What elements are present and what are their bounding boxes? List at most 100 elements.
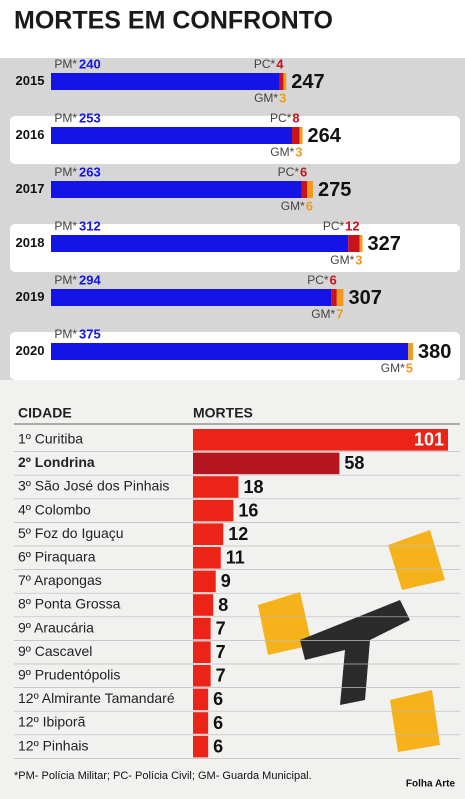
value-label: 240 [79,56,101,71]
bar [193,641,211,663]
bar [193,452,340,475]
category-label: 9º Araucária [18,619,94,635]
category-label: 7º Arapongas [18,572,102,588]
bar-segment [299,127,303,144]
bar-segment [51,289,332,306]
series-label: PM* [54,57,77,71]
category-label: 2016 [16,127,45,142]
series-label: PM* [54,165,77,179]
chart-title: MORTES EM CONFRONTO [14,7,333,35]
source: Folha Arte [406,779,456,790]
bar-segment [307,181,313,198]
value-label: 18 [243,477,263,497]
value-label: 375 [79,326,101,341]
category-label: 12º Pinhais [18,737,89,753]
bar [193,523,224,545]
series-label: PM* [54,273,77,287]
value-label: 12 [228,524,248,544]
value-label: 6 [300,164,307,179]
category-label: 2017 [16,181,45,196]
value-label: 7 [216,642,226,662]
value-label: 4 [276,56,284,71]
bar-segment [51,343,409,360]
value-label: 6 [306,198,313,213]
series-label: PC* [278,165,300,179]
value-label: 101 [414,430,444,450]
value-label: 16 [238,500,258,520]
series-label: GM* [270,145,294,159]
bar [193,547,221,569]
category-label: 2º Londrina [18,454,95,470]
category-label: 5º Foz do Iguaçu [18,525,124,541]
bar-segment [301,181,308,198]
series-label: PC* [254,57,276,71]
value-label: 6 [330,272,337,287]
value-label: 3 [295,144,302,159]
category-label: 2018 [16,235,45,250]
header-bg [0,0,465,58]
column-header: CIDADE [18,405,72,421]
series-label: GM* [254,91,278,105]
value-label: 8 [218,595,228,615]
bar [193,570,216,593]
category-label: 9º Prudentópolis [18,667,120,683]
bar-segment [359,235,363,252]
category-label: 6º Piraquara [18,549,96,565]
bar-segment [51,235,349,252]
bar [193,712,209,734]
series-label: GM* [330,253,354,267]
category-label: 8º Ponta Grossa [18,596,121,612]
category-label: 2020 [16,343,45,358]
value-label: 7 [216,618,226,638]
series-label: PM* [54,111,77,125]
value-label: 3 [279,90,286,105]
series-label: PM* [54,327,77,341]
total-label: 307 [348,287,381,309]
category-label: 2015 [16,73,45,88]
bar-segment [348,235,360,252]
value-label: 12 [345,218,359,233]
series-label: PC* [307,273,329,287]
bar [193,476,239,498]
value-label: 312 [79,218,101,233]
series-label: GM* [311,307,335,321]
column-header: MORTES [193,405,253,421]
total-label: 247 [291,71,324,93]
bar-segment [292,127,300,144]
category-label: 4º Colombo [18,501,91,517]
total-label: 264 [307,125,341,147]
value-label: 7 [216,666,226,686]
bar-segment [51,73,280,90]
value-label: 58 [344,453,364,473]
category-label: 3º São José dos Pinhais [18,478,169,494]
series-label: PC* [323,219,345,233]
series-label: GM* [381,361,405,375]
value-label: 6 [213,713,223,733]
category-label: 1º Curitiba [18,431,83,447]
bar-segment [283,73,287,90]
category-label: 12º Ibiporã [18,714,86,730]
value-label: 5 [406,360,413,375]
value-label: 8 [292,110,299,125]
value-label: 7 [336,306,343,321]
top-bg [0,58,465,380]
bar-segment [279,73,284,90]
total-label: 327 [368,233,401,255]
value-label: 6 [213,689,223,709]
value-label: 9 [221,571,231,591]
category-label: 12º Almirante Tamandaré [18,690,175,706]
value-label: 6 [213,736,223,756]
category-label: 9º Cascavel [18,643,92,659]
series-label: PC* [270,111,292,125]
bar [193,429,448,451]
value-label: 11 [226,548,245,568]
bar-segment [408,343,413,360]
value-label: 3 [355,252,362,267]
footnote: *PM- Polícia Militar; PC- Polícia Civil;… [14,770,312,782]
bar-segment [331,289,337,306]
bar-segment [51,181,302,198]
bar [193,735,209,758]
bar-segment [336,289,344,306]
series-label: GM* [281,199,305,213]
